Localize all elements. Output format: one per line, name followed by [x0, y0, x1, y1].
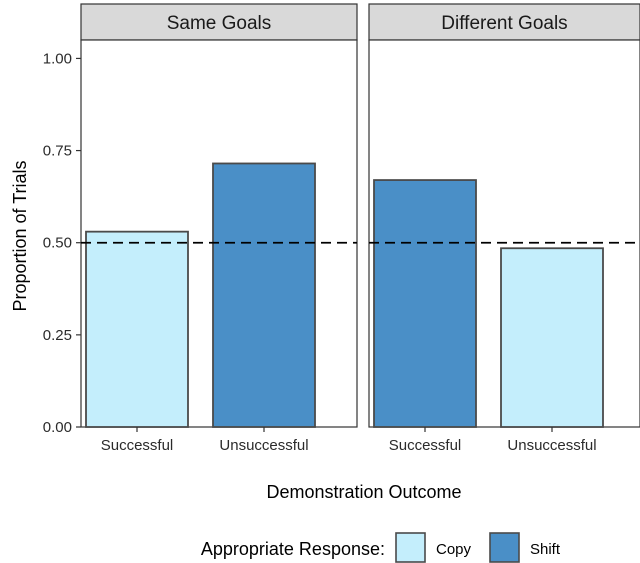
legend-swatch-shift: [489, 532, 520, 563]
facet-title: Same Goals: [167, 13, 272, 34]
bar-unsuccessful-copy: [500, 247, 604, 428]
x-tick-label: Successful: [389, 437, 462, 454]
bar-successful-copy: [85, 230, 189, 428]
legend-title: Appropriate Response:: [201, 539, 385, 559]
bar-successful-shift: [373, 179, 477, 428]
panel-0: Same Goals Successful Unsuccessful: [80, 3, 358, 454]
x-axis-title: Demonstration Outcome: [266, 482, 461, 502]
y-tick-label: 0.50: [43, 235, 72, 252]
facet-strip: [368, 3, 640, 41]
x-tick-label: Unsuccessful: [507, 437, 596, 454]
facet-title: Different Goals: [441, 13, 567, 34]
y-tick-label: 0.25: [43, 327, 72, 344]
y-tick-label: 0.75: [43, 143, 72, 160]
y-tick-label: 0.00: [43, 419, 72, 436]
legend-label-copy: Copy: [436, 541, 472, 558]
bar-unsuccessful-shift: [212, 162, 316, 428]
y-axis: 0.00 0.25 0.50 0.75 1.00: [43, 50, 81, 436]
legend-swatch-copy: [395, 532, 426, 563]
legend-label-shift: Shift: [530, 541, 561, 558]
x-tick-label: Successful: [101, 437, 174, 454]
y-tick-label: 1.00: [43, 50, 72, 67]
facet-strip: [80, 3, 358, 41]
x-tick-label: Unsuccessful: [219, 437, 308, 454]
panel-1: Different Goals Successful Unsuccessful: [368, 3, 640, 454]
y-axis-title: Proportion of Trials: [10, 160, 30, 311]
legend: Appropriate Response: Copy Shift: [201, 532, 561, 563]
